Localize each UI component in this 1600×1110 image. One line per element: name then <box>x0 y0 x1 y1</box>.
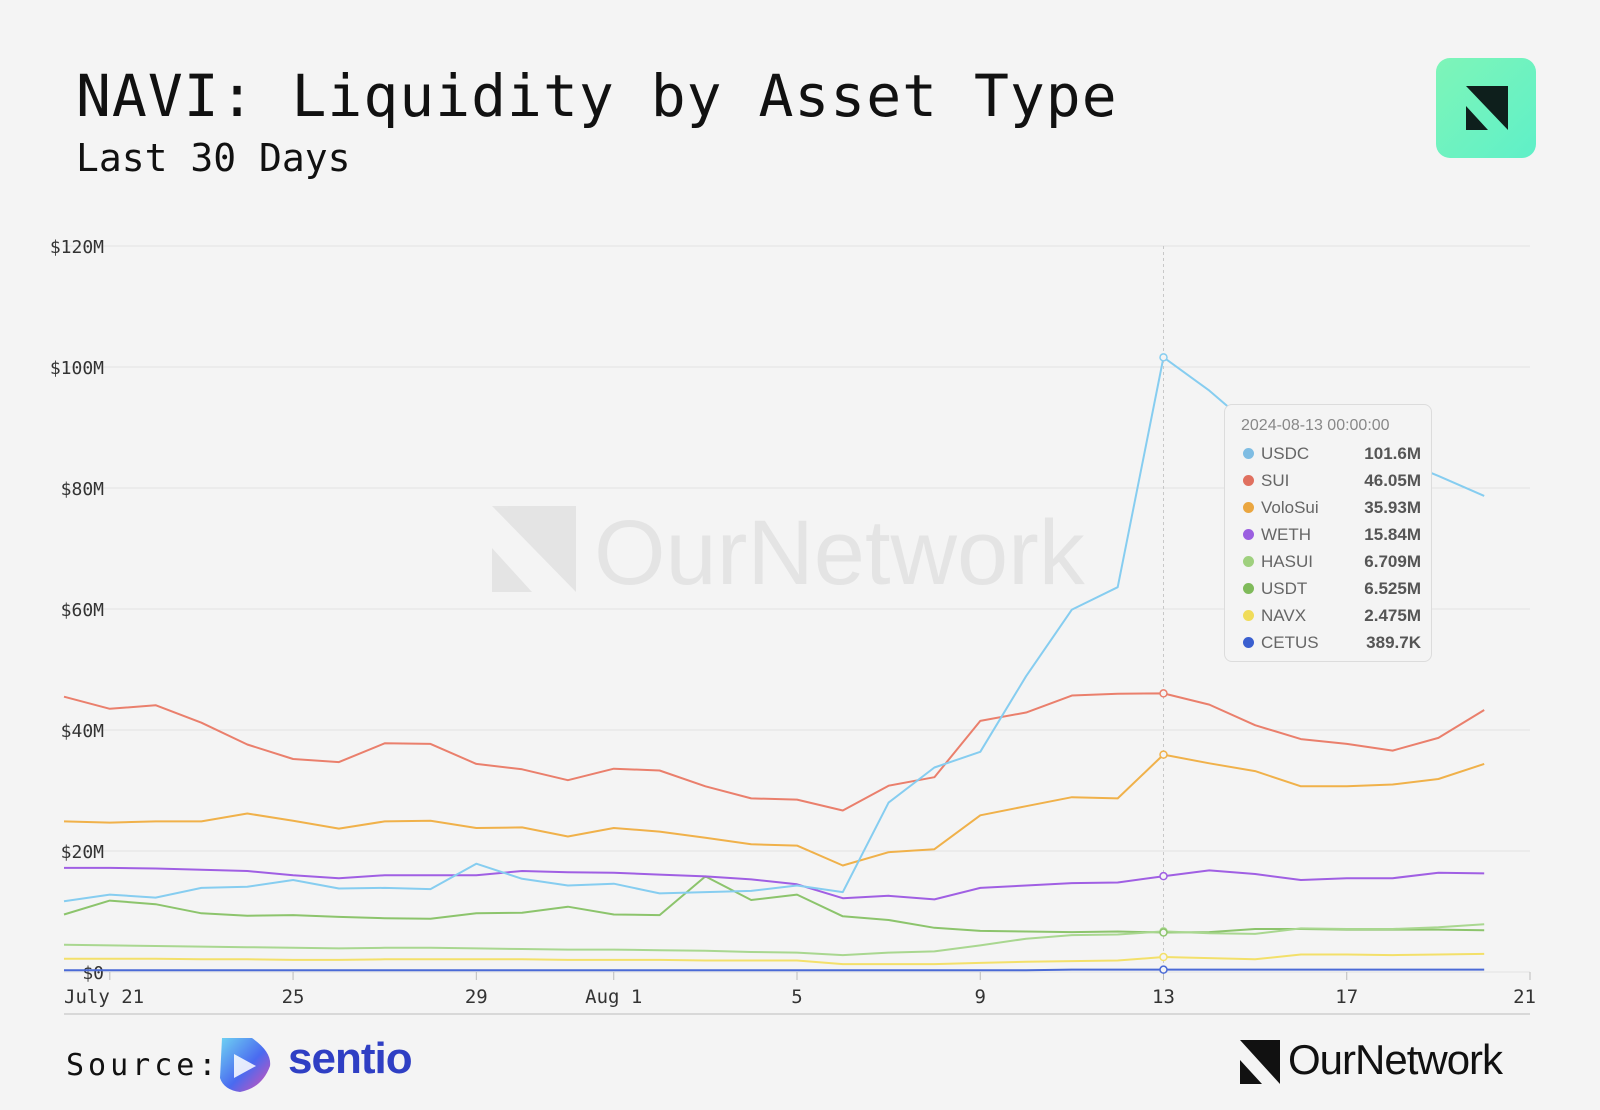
y-tick-label: $80M <box>61 479 105 500</box>
y-axis: $0 $20M $40M $60M $80M $100M $120M <box>50 237 104 984</box>
tooltip-series-value: 46.05M <box>1364 471 1421 490</box>
tooltip-row: WETH 15.84M <box>1241 524 1421 546</box>
watermark-text: OurNetwork <box>594 502 1086 604</box>
legend-dot-icon <box>1243 529 1254 540</box>
tooltip-series-name: CETUS <box>1261 633 1319 652</box>
legend-dot-icon <box>1243 556 1254 567</box>
legend-dot-icon <box>1243 502 1254 513</box>
tooltip-series-value: 15.84M <box>1364 525 1421 544</box>
legend-dot-icon <box>1243 475 1254 486</box>
y-tick-label: $40M <box>61 721 105 742</box>
x-tick-label: 25 <box>282 986 305 1008</box>
series-lines <box>63 356 1485 972</box>
legend-dot-icon <box>1243 448 1254 459</box>
x-tick-label: Aug 1 <box>585 986 642 1008</box>
series-line-usdt <box>63 875 1485 934</box>
x-tick-label: 13 <box>1152 986 1175 1008</box>
x-tick-label: July 21 <box>64 986 144 1008</box>
source-label: Source: <box>66 1048 221 1083</box>
legend-dot-icon <box>1243 583 1254 594</box>
hover-point-weth <box>1159 871 1168 881</box>
y-tick-label: $0 <box>82 963 104 984</box>
series-line-volosui <box>63 753 1485 867</box>
tooltip-series-value: 6.709M <box>1364 552 1421 571</box>
series-line-sui <box>63 692 1485 812</box>
ournetwork-wordmark: OurNetwork <box>1288 1036 1503 1083</box>
watermark-icon <box>492 506 576 592</box>
tooltip-series-name: VoloSui <box>1261 498 1319 517</box>
series-line-navx <box>64 952 1485 966</box>
page-subtitle: Last 30 Days <box>76 136 351 180</box>
tooltip-series-name: USDT <box>1261 579 1308 598</box>
sentio-logo-icon <box>220 1038 271 1092</box>
tooltip-row: HASUI 6.709M <box>1241 551 1421 573</box>
hover-markers <box>1159 246 1168 974</box>
x-tick-label: 17 <box>1335 986 1358 1008</box>
page-title: NAVI: Liquidity by Asset Type <box>76 62 1118 130</box>
hover-point-navx <box>1159 952 1168 962</box>
tooltip-series-value: 2.475M <box>1364 606 1421 625</box>
series-line-cetus <box>64 968 1485 972</box>
y-tick-label: $120M <box>50 237 104 258</box>
tooltip-series-name: HASUI <box>1261 552 1313 571</box>
y-tick-label: $100M <box>50 358 104 379</box>
hover-point-sui <box>1159 689 1168 698</box>
x-axis: July 21 25 29 Aug 1 5 9 13 17 21 <box>64 972 1536 1015</box>
tooltip-row: VoloSui 35.93M <box>1241 497 1421 519</box>
y-tick-label: $60M <box>61 600 105 621</box>
legend-dot-icon <box>1243 610 1254 621</box>
tooltip-series-value: 6.525M <box>1364 579 1421 598</box>
sentio-wordmark: sentio <box>288 1034 413 1083</box>
watermark: OurNetwork <box>492 502 1086 604</box>
tooltip-row: USDC 101.6M <box>1241 443 1421 465</box>
ournetwork-logo-icon <box>1466 86 1508 130</box>
series-line-weth <box>64 866 1485 901</box>
chart-tooltip: 2024-08-13 00:00:00 USDC 101.6M SUI 46.05M V… <box>1224 404 1432 662</box>
ournetwork-logo-badge <box>1436 58 1536 158</box>
x-tick-label: 21 <box>1513 986 1536 1008</box>
tooltip-series-value: 389.7K <box>1366 633 1421 652</box>
tooltip-series-name: SUI <box>1261 471 1290 490</box>
tooltip-series-name: NAVX <box>1261 606 1307 625</box>
x-tick-label: 5 <box>791 986 802 1008</box>
tooltip-series-value: 35.93M <box>1364 498 1421 517</box>
tooltip-row: CETUS 389.7K <box>1241 632 1421 654</box>
tooltip-series-name: WETH <box>1261 525 1312 544</box>
tooltip-row: NAVX 2.475M <box>1241 605 1421 627</box>
y-tick-label: $20M <box>61 842 105 863</box>
series-line-hasui <box>63 923 1485 957</box>
tooltip-row: SUI 46.05M <box>1241 470 1421 492</box>
hover-point-usdt <box>1159 928 1168 937</box>
hover-point-cetus <box>1159 965 1168 974</box>
tooltip-date: 2024-08-13 00:00:00 <box>1241 417 1390 434</box>
hover-point-usdc <box>1159 353 1168 362</box>
legend-dot-icon <box>1243 637 1254 648</box>
x-tick-label: 9 <box>975 986 986 1008</box>
tooltip-row: USDT 6.525M <box>1241 578 1421 600</box>
x-tick-label: 29 <box>465 986 488 1008</box>
ournetwork-footer-icon <box>1240 1040 1280 1084</box>
hover-point-volosui <box>1159 750 1168 759</box>
tooltip-series-name: USDC <box>1261 444 1310 463</box>
tooltip-series-value: 101.6M <box>1364 444 1421 463</box>
